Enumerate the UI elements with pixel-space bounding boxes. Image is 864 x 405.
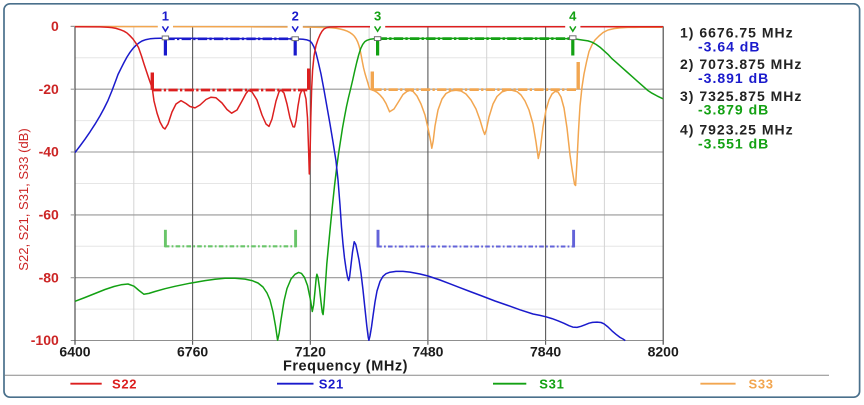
svg-text:7840: 7840 <box>530 344 561 360</box>
svg-text:7480: 7480 <box>412 344 443 360</box>
svg-text:2) 7073.875 MHz: 2) 7073.875 MHz <box>680 56 802 72</box>
svg-text:S31: S31 <box>539 376 564 391</box>
svg-text:S22, S21, S31, S33 (dB): S22, S21, S31, S33 (dB) <box>16 128 31 270</box>
svg-text:-40: -40 <box>39 144 59 160</box>
svg-text:4) 7923.25 MHz: 4) 7923.25 MHz <box>680 121 794 137</box>
svg-text:1: 1 <box>162 8 169 23</box>
svg-text:-20: -20 <box>39 81 59 97</box>
svg-text:Frequency (MHz): Frequency (MHz) <box>283 359 408 375</box>
svg-text:S21: S21 <box>319 376 344 391</box>
svg-text:7120: 7120 <box>295 344 326 360</box>
svg-text:-80: -80 <box>39 269 59 285</box>
svg-text:-3.64 dB: -3.64 dB <box>698 38 760 54</box>
svg-text:8200: 8200 <box>648 344 679 360</box>
svg-text:6400: 6400 <box>59 344 90 360</box>
svg-text:3: 3 <box>374 8 381 23</box>
svg-text:S22: S22 <box>112 376 137 391</box>
svg-text:4: 4 <box>569 8 577 23</box>
svg-text:-3.879 dB: -3.879 dB <box>698 102 769 118</box>
svg-text:-100: -100 <box>31 332 59 348</box>
svg-text:S33: S33 <box>749 376 774 391</box>
svg-text:-3.551 dB: -3.551 dB <box>698 135 769 151</box>
svg-text:1) 6676.75 MHz: 1) 6676.75 MHz <box>680 24 794 40</box>
svg-text:6760: 6760 <box>177 344 208 360</box>
svg-text:2: 2 <box>292 8 299 23</box>
svg-text:3) 7325.875 MHz: 3) 7325.875 MHz <box>680 88 802 104</box>
svg-text:-60: -60 <box>39 207 59 223</box>
svg-text:0: 0 <box>51 18 59 34</box>
svg-text:-3.891 dB: -3.891 dB <box>698 70 769 86</box>
